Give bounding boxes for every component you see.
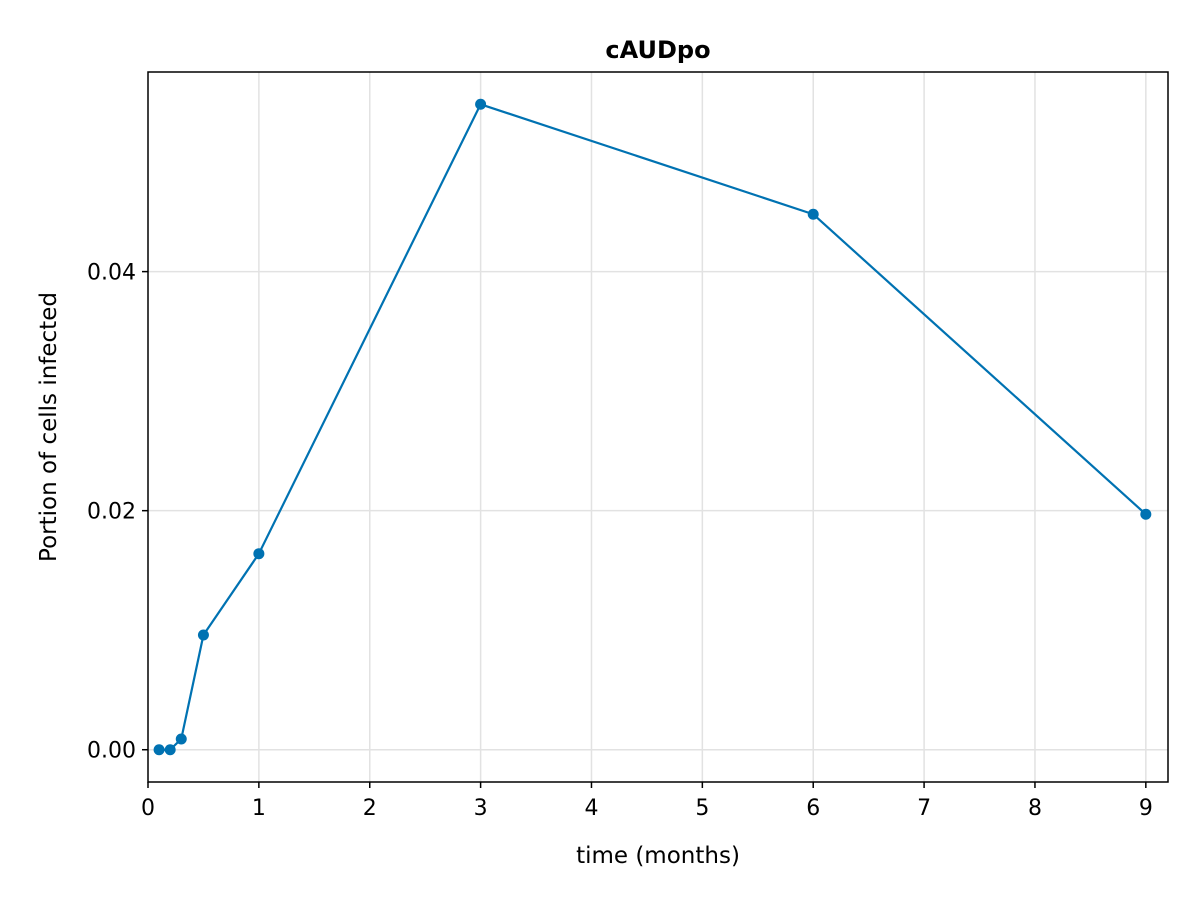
x-tick-label: 0 xyxy=(141,796,155,821)
chart-title: cAUDpo xyxy=(605,36,710,64)
data-point xyxy=(807,208,819,220)
data-point xyxy=(1140,508,1152,520)
plot-frame xyxy=(147,71,1169,783)
y-tick-label: 0.04 xyxy=(87,261,136,286)
data-point xyxy=(164,744,176,756)
axis-ticks: 0 1 2 3 4 5 6 7 8 9 0.00 0.02 0.04 xyxy=(87,261,1153,821)
y-axis-label: Portion of cells infected xyxy=(36,292,62,562)
x-tick-label: 7 xyxy=(917,796,931,821)
series-line xyxy=(159,103,1147,751)
x-tick-label: 1 xyxy=(252,796,266,821)
x-tick-label: 6 xyxy=(806,796,820,821)
x-tick-label: 4 xyxy=(584,796,598,821)
y-tick-label: 0.02 xyxy=(87,500,136,525)
data-point xyxy=(475,98,487,110)
data-point xyxy=(253,548,265,560)
data-point xyxy=(175,733,187,745)
x-tick-label: 9 xyxy=(1139,796,1153,821)
x-tick-label: 3 xyxy=(474,796,488,821)
data-point xyxy=(153,744,165,756)
x-axis-label: time (months) xyxy=(576,843,740,869)
y-tick-label: 0.00 xyxy=(87,739,136,764)
data-point xyxy=(197,629,209,641)
x-tick-label: 5 xyxy=(695,796,709,821)
x-tick-label: 2 xyxy=(363,796,377,821)
grid-lines xyxy=(148,72,1168,782)
series-layer xyxy=(153,98,1152,756)
x-tick-label: 8 xyxy=(1028,796,1042,821)
